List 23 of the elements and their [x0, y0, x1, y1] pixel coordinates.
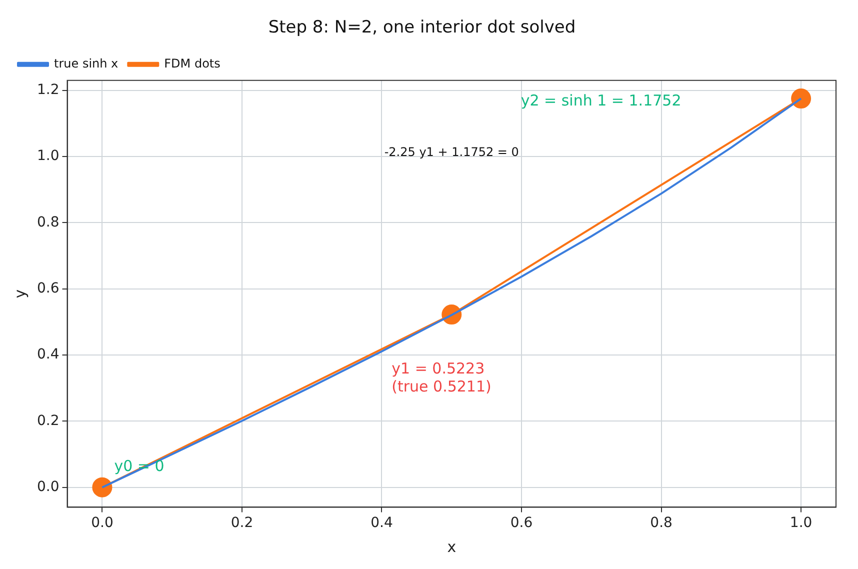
x-tick-label: 0.2	[230, 515, 254, 532]
y-tick-label: 1.0	[37, 148, 60, 164]
x-axis-title: x	[447, 538, 456, 556]
y-tick-label: 0.4	[37, 346, 60, 363]
annotation: y2 = sinh 1 = 1.1752	[520, 92, 682, 110]
y-tick-label: 0.2	[37, 412, 60, 429]
annotation: -2.25 y1 + 1.1752 = 0	[384, 145, 519, 160]
legend-label: FDM dots	[164, 56, 220, 71]
y-axis-title: y	[10, 289, 29, 298]
x-tick-label: 0.8	[650, 515, 672, 532]
point	[791, 88, 812, 109]
chart-title: Step 8: N=2, one interior dot solved	[268, 18, 576, 38]
x-tick-label: 1.0	[790, 515, 812, 532]
x-tick-label: 0.6	[510, 515, 533, 532]
x-tick-label: 0.4	[370, 515, 393, 532]
y-tick-label: 0.0	[37, 478, 60, 495]
x-tick-label: 0.0	[91, 515, 114, 532]
point	[92, 477, 112, 498]
y-tick-label: 0.8	[37, 214, 60, 230]
annotation: y1 = 0.5223 (true 0.5211)	[392, 359, 492, 396]
y-tick-label: 1.2	[37, 82, 60, 98]
y-tick-label: 0.6	[37, 280, 60, 296]
legend-label: true sinh x	[54, 56, 118, 71]
